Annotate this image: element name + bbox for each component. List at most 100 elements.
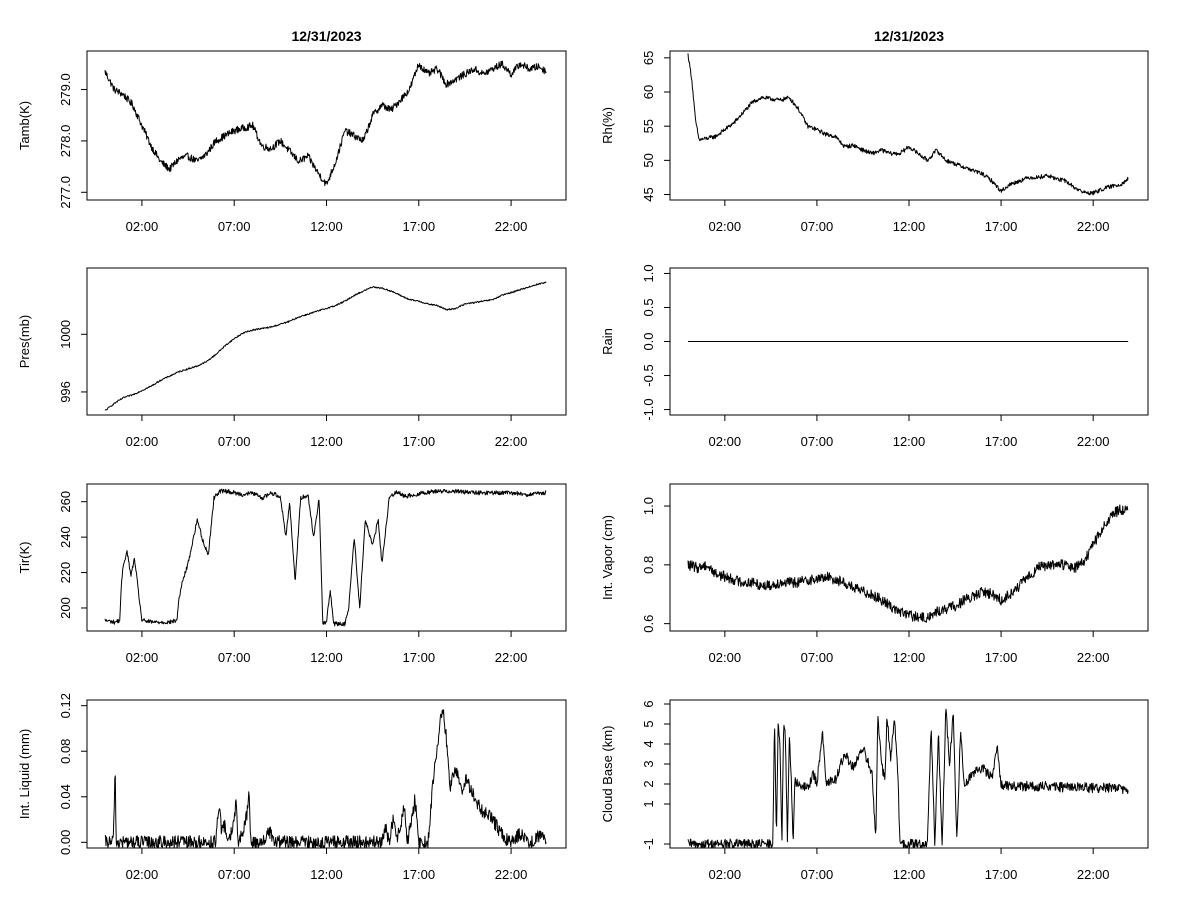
y-tick-label: 220 <box>58 562 73 584</box>
y-tick-label: -1.0 <box>641 398 656 420</box>
x-tick-label: 22:00 <box>495 650 528 665</box>
panel-tamb-k: 12/31/2023 02:00 07:00 12:00 17:00 22:00 277.0… <box>17 28 567 234</box>
y-tick-label: 278.0 <box>58 125 73 158</box>
y-axis-label: Int. Vapor (cm) <box>600 515 615 600</box>
x-tick-label: 07:00 <box>801 650 834 665</box>
x-tick-label: 07:00 <box>218 434 251 449</box>
x-tick-label: 17:00 <box>985 867 1018 882</box>
y-tick-label: 65 <box>641 51 656 65</box>
panel-rain: 02:00 07:00 12:00 17:00 22:00 -1.0 -0.5 0.0 0.5 1… <box>600 264 1149 449</box>
plot-frame <box>669 699 1149 849</box>
x-tick-label: 22:00 <box>1077 434 1110 449</box>
x-tick-label: 22:00 <box>1077 219 1110 234</box>
y-tick-label: 996 <box>58 381 73 403</box>
x-tick-label: 22:00 <box>1077 867 1110 882</box>
y-tick-label: 0.6 <box>641 615 656 633</box>
x-tick-label: 12:00 <box>893 434 926 449</box>
series-line <box>104 281 547 411</box>
y-axis-label: Rain <box>600 328 615 355</box>
x-tick-label: 22:00 <box>495 219 528 234</box>
x-tick-label: 02:00 <box>709 867 742 882</box>
plot-frame <box>669 50 1149 201</box>
y-axis-label: Tamb(K) <box>17 101 32 150</box>
plot-frame <box>86 267 567 416</box>
x-tick-label: 07:00 <box>218 219 251 234</box>
y-tick-label: 0.5 <box>641 298 656 316</box>
x-tick-label: 22:00 <box>495 434 528 449</box>
y-tick-label: 1 <box>641 800 656 807</box>
panel-tir-k: 02:00 07:00 12:00 17:00 22:00 200 220 240 260 Tir… <box>17 483 567 665</box>
x-tick-label: 17:00 <box>985 650 1018 665</box>
panel-pres-mb: 02:00 07:00 12:00 17:00 22:00 996 1000 Pres(mb) <box>17 267 567 449</box>
series-line <box>687 53 1129 196</box>
series-line <box>104 488 547 627</box>
y-tick-label: 0.8 <box>641 556 656 574</box>
y-axis-label: Rh(%) <box>600 107 615 144</box>
x-tick-label: 22:00 <box>1077 650 1110 665</box>
y-tick-label: 240 <box>58 526 73 548</box>
y-axis-label: Tir(K) <box>17 541 32 573</box>
x-tick-label: 17:00 <box>403 219 436 234</box>
plot-frame <box>86 483 567 632</box>
chart-title: 12/31/2023 <box>874 28 944 44</box>
x-tick-label: 12:00 <box>310 650 343 665</box>
x-tick-label: 17:00 <box>403 434 436 449</box>
y-tick-label: 1.0 <box>641 497 656 515</box>
x-tick-label: 07:00 <box>801 867 834 882</box>
y-tick-label: 6 <box>641 700 656 707</box>
x-tick-label: 12:00 <box>310 434 343 449</box>
x-tick-label: 22:00 <box>495 867 528 882</box>
y-tick-label: 1.0 <box>641 264 656 282</box>
x-tick-label: 07:00 <box>801 219 834 234</box>
y-tick-label: 1000 <box>58 320 73 349</box>
x-tick-label: 17:00 <box>403 650 436 665</box>
x-tick-label: 12:00 <box>310 867 343 882</box>
x-tick-label: 12:00 <box>893 867 926 882</box>
y-tick-label: 0.00 <box>58 830 73 855</box>
y-axis-label: Pres(mb) <box>17 315 32 368</box>
x-tick-label: 17:00 <box>403 867 436 882</box>
plot-frame <box>86 50 567 201</box>
x-tick-label: 02:00 <box>126 650 159 665</box>
y-tick-label: 3 <box>641 760 656 767</box>
x-tick-label: 12:00 <box>893 650 926 665</box>
y-tick-label: 55 <box>641 119 656 133</box>
y-axis-label: Int. Liquid (mm) <box>17 729 32 819</box>
plot-frame <box>669 483 1149 632</box>
y-tick-label: 279.0 <box>58 73 73 106</box>
x-tick-label: 02:00 <box>709 434 742 449</box>
chart-title: 12/31/2023 <box>291 28 361 44</box>
panel-rh: 12/31/2023 02:00 07:00 12:00 17:00 22:00 45 50 5… <box>600 28 1149 234</box>
x-tick-label: 17:00 <box>985 219 1018 234</box>
y-tick-label: 0.0 <box>641 332 656 350</box>
panel-int-vapor-cm: 02:00 07:00 12:00 17:00 22:00 0.6 0.8 1.0 Int. V… <box>600 483 1149 665</box>
y-tick-label: 0.04 <box>58 784 73 809</box>
y-tick-label: 200 <box>58 597 73 619</box>
x-tick-label: 02:00 <box>709 650 742 665</box>
panel-cloud-base-km: 02:00 07:00 12:00 17:00 22:00 -1 1 2 3 4 5 6 Cloud B… <box>600 699 1149 882</box>
series-line <box>687 504 1129 623</box>
x-tick-label: 02:00 <box>709 219 742 234</box>
x-tick-label: 02:00 <box>126 219 159 234</box>
x-tick-label: 07:00 <box>218 650 251 665</box>
y-tick-label: 0.12 <box>58 693 73 718</box>
y-tick-label: 60 <box>641 85 656 99</box>
y-tick-label: 50 <box>641 153 656 167</box>
x-tick-label: 07:00 <box>801 434 834 449</box>
x-tick-label: 07:00 <box>218 867 251 882</box>
x-tick-label: 12:00 <box>310 219 343 234</box>
y-tick-label: 277.0 <box>58 176 73 209</box>
y-tick-label: -1 <box>641 838 656 850</box>
y-tick-label: -0.5 <box>641 364 656 386</box>
y-tick-label: 45 <box>641 187 656 201</box>
y-tick-label: 2 <box>641 780 656 787</box>
x-tick-label: 02:00 <box>126 434 159 449</box>
y-tick-label: 4 <box>641 740 656 747</box>
x-tick-label: 02:00 <box>126 867 159 882</box>
series-line <box>104 709 547 849</box>
y-axis-label: Cloud Base (km) <box>600 726 615 823</box>
panel-int-liquid-mm: 02:00 07:00 12:00 17:00 22:00 0.00 0.04 0.08 0.1… <box>17 693 567 882</box>
x-tick-label: 17:00 <box>985 434 1018 449</box>
y-tick-label: 260 <box>58 491 73 513</box>
